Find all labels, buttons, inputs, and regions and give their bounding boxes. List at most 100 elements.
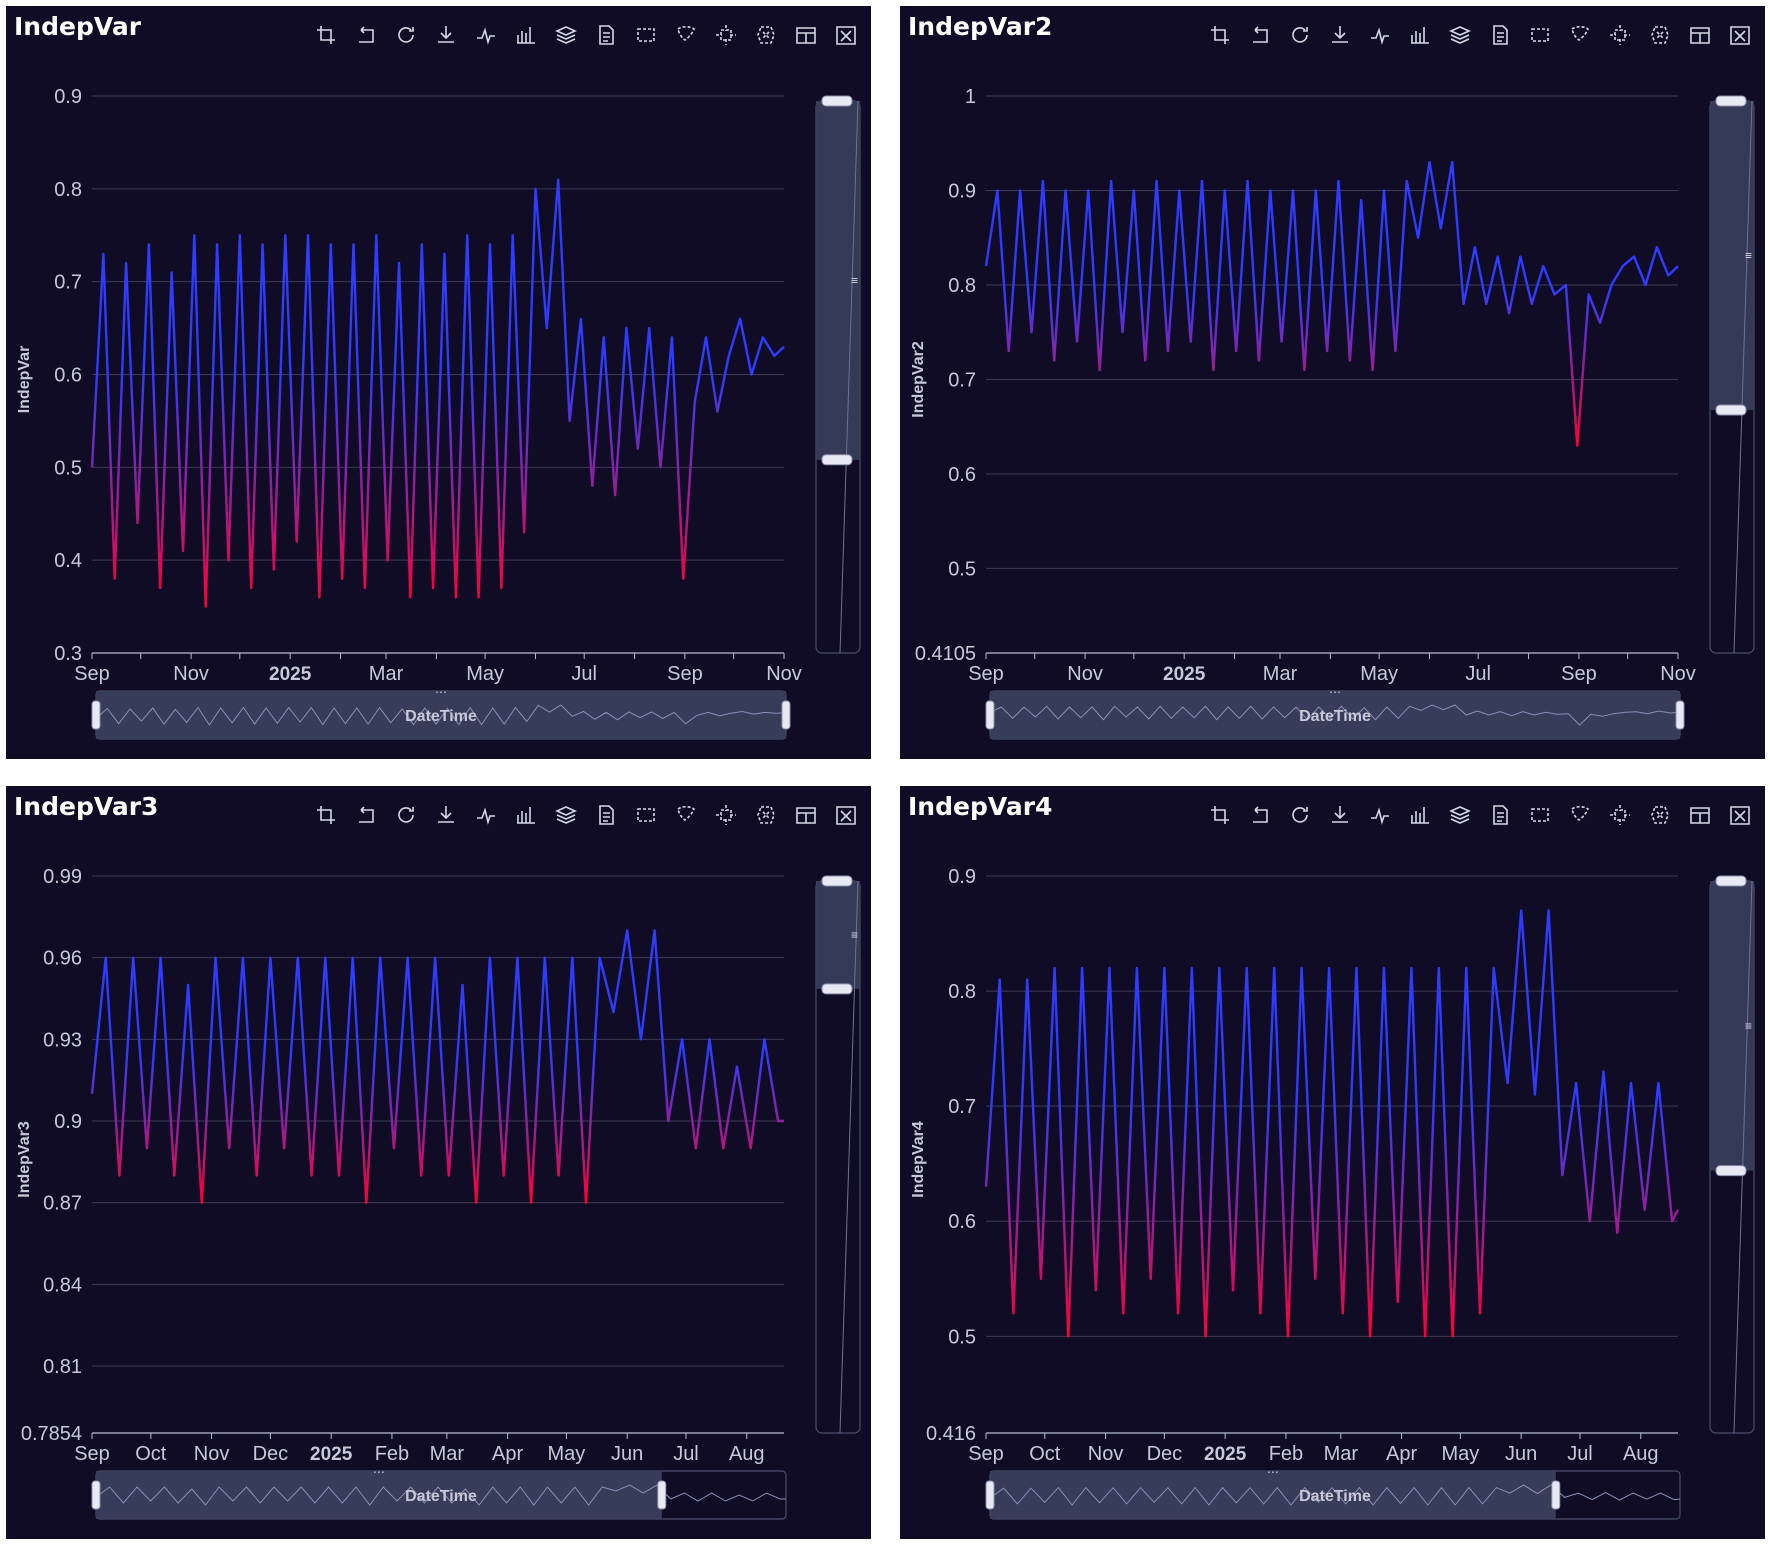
line-chart-icon[interactable] <box>1360 798 1400 832</box>
stack-icon[interactable] <box>1440 798 1480 832</box>
x-zoom-handle[interactable] <box>91 1480 101 1510</box>
keep-selection-icon[interactable] <box>1600 18 1640 52</box>
bar-chart-icon[interactable] <box>506 18 546 52</box>
save-image-icon[interactable] <box>426 798 466 832</box>
y-slider-handle[interactable] <box>1715 404 1747 416</box>
bar-chart-icon[interactable] <box>1400 798 1440 832</box>
x-zoom-grip-icon[interactable]: ⋯ <box>435 685 447 699</box>
y-slider-window[interactable] <box>816 881 860 989</box>
save-image-icon[interactable] <box>1320 18 1360 52</box>
x-zoom-handle[interactable] <box>985 1480 995 1510</box>
clear-selection-icon[interactable] <box>1640 18 1680 52</box>
x-tick-label: May <box>1360 663 1398 685</box>
x-tick-label: Nov <box>1660 663 1696 685</box>
tiled-icon[interactable] <box>786 18 826 52</box>
save-image-icon[interactable] <box>1320 798 1360 832</box>
clear-icon[interactable] <box>826 798 866 832</box>
x-zoom-window[interactable] <box>990 691 1680 739</box>
lasso-brush-icon[interactable] <box>1560 798 1600 832</box>
save-image-icon[interactable] <box>426 18 466 52</box>
zoom-back-icon[interactable] <box>346 798 386 832</box>
line-chart-icon[interactable] <box>466 18 506 52</box>
y-slider-handle[interactable] <box>821 95 853 107</box>
restore-icon[interactable] <box>1280 18 1320 52</box>
y-slider-window[interactable] <box>816 101 860 460</box>
y-slider-handle[interactable] <box>821 875 853 887</box>
x-zoom-handle[interactable] <box>781 700 791 730</box>
x-zoom-grip-icon[interactable]: ⋯ <box>373 1465 385 1479</box>
data-point <box>1213 369 1215 371</box>
zoom-select-icon[interactable] <box>1200 798 1240 832</box>
restore-icon[interactable] <box>386 798 426 832</box>
zoom-select-icon[interactable] <box>306 18 346 52</box>
clear-icon[interactable] <box>1720 18 1760 52</box>
y-slider-handle[interactable] <box>821 983 853 995</box>
zoom-back-icon[interactable] <box>346 18 386 52</box>
clear-selection-icon[interactable] <box>1640 798 1680 832</box>
y-slider-handle[interactable] <box>1715 95 1747 107</box>
x-zoom-window[interactable] <box>990 1471 1556 1519</box>
chart-panel-indepvar4: IndepVar4 0.9 0.8 0.7 0.6 0.5 0.416 Sep Oct Nov D… <box>900 786 1765 1539</box>
keep-selection-icon[interactable] <box>1600 798 1640 832</box>
data-point <box>728 355 730 357</box>
lasso-brush-icon[interactable] <box>666 798 706 832</box>
zoom-back-icon[interactable] <box>1240 18 1280 52</box>
restore-icon[interactable] <box>1280 798 1320 832</box>
x-zoom-window[interactable] <box>96 691 786 739</box>
y-slider-handle[interactable] <box>821 454 853 466</box>
zoom-select-icon[interactable] <box>1200 18 1240 52</box>
zoom-select-icon[interactable] <box>306 798 346 832</box>
line-chart-icon[interactable] <box>466 798 506 832</box>
keep-selection-icon[interactable] <box>706 798 746 832</box>
data-point <box>695 1147 697 1149</box>
data-view-icon[interactable] <box>1480 18 1520 52</box>
line-chart-icon[interactable] <box>1360 18 1400 52</box>
y-slider-grip-icon[interactable]: ≡ <box>851 273 858 287</box>
y-slider-handle[interactable] <box>1715 875 1747 887</box>
clear-selection-icon[interactable] <box>746 18 786 52</box>
x-zoom-handle[interactable] <box>1675 700 1685 730</box>
x-zoom-grip-icon[interactable]: ⋯ <box>1329 685 1341 699</box>
stack-icon[interactable] <box>1440 18 1480 52</box>
data-view-icon[interactable] <box>586 798 626 832</box>
lasso-brush-icon[interactable] <box>1560 18 1600 52</box>
rect-brush-icon[interactable] <box>626 18 666 52</box>
data-point <box>626 327 628 329</box>
bar-chart-icon[interactable] <box>506 798 546 832</box>
stack-icon[interactable] <box>546 798 586 832</box>
bar-chart-icon[interactable] <box>1400 18 1440 52</box>
rect-brush-icon[interactable] <box>1520 18 1560 52</box>
y-slider-handle[interactable] <box>1715 1165 1747 1177</box>
data-view-icon[interactable] <box>1480 798 1520 832</box>
x-zoom-grip-icon[interactable]: ⋯ <box>1267 1465 1279 1479</box>
clear-selection-icon[interactable] <box>746 798 786 832</box>
data-point <box>1110 180 1112 182</box>
x-zoom-handle[interactable] <box>657 1480 667 1510</box>
data-point <box>1246 967 1248 969</box>
rect-brush-icon[interactable] <box>1520 798 1560 832</box>
restore-icon[interactable] <box>386 18 426 52</box>
lasso-brush-icon[interactable] <box>666 18 706 52</box>
data-point <box>1235 350 1237 352</box>
x-zoom-handle[interactable] <box>985 700 995 730</box>
stack-icon[interactable] <box>546 18 586 52</box>
y-slider-grip-icon[interactable]: ≡ <box>851 928 858 942</box>
clear-icon[interactable] <box>826 18 866 52</box>
clear-icon[interactable] <box>1720 798 1760 832</box>
tiled-icon[interactable] <box>1680 798 1720 832</box>
zoom-back-icon[interactable] <box>1240 798 1280 832</box>
x-zoom-handle[interactable] <box>1551 1480 1561 1510</box>
y-slider-grip-icon[interactable]: ≡ <box>1745 1019 1752 1033</box>
rect-brush-icon[interactable] <box>626 798 666 832</box>
tiled-icon[interactable] <box>786 798 826 832</box>
y-slider-window[interactable] <box>1710 881 1754 1171</box>
x-zoom-label: DateTime <box>405 708 477 725</box>
keep-selection-icon[interactable] <box>706 18 746 52</box>
tiled-icon[interactable] <box>1680 18 1720 52</box>
y-slider-grip-icon[interactable]: ≡ <box>1745 249 1752 263</box>
data-point <box>592 485 594 487</box>
data-view-icon[interactable] <box>586 18 626 52</box>
data-point <box>694 402 696 404</box>
x-zoom-handle[interactable] <box>91 700 101 730</box>
